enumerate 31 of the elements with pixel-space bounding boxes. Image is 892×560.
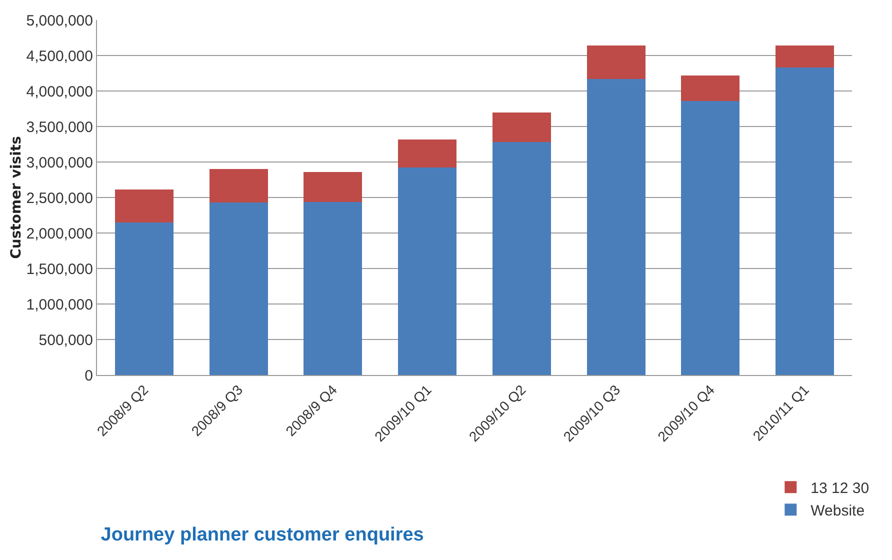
legend-label: 13 12 30 — [810, 480, 870, 497]
bar — [776, 68, 834, 375]
bar — [492, 112, 551, 142]
y-tick-label: 1,500,000 — [26, 260, 93, 278]
bar — [114, 222, 174, 375]
bar — [586, 46, 646, 79]
bar — [492, 142, 551, 375]
bar — [304, 202, 362, 375]
bar — [209, 169, 268, 202]
bar — [114, 190, 174, 222]
bar — [398, 139, 457, 168]
y-tick-label: 4,500,000 — [26, 48, 93, 65]
bar — [586, 78, 646, 375]
bar — [398, 168, 457, 375]
bar — [776, 46, 834, 68]
bar — [681, 100, 740, 375]
y-tick-label: 4,000,000 — [26, 83, 93, 100]
bar — [681, 75, 740, 101]
y-tick-label: 3,500,000 — [26, 118, 93, 136]
y-tick-label: 1,000,000 — [26, 296, 93, 314]
y-tick-label: 0 — [84, 367, 93, 384]
y-tick-label: 2,500,000 — [26, 190, 93, 207]
y-tick-label: 500,000 — [38, 332, 93, 349]
y-tick-label: 2,000,000 — [26, 225, 93, 242]
bar — [304, 172, 362, 202]
bar — [209, 202, 268, 375]
y-tick-label: 5,000,000 — [26, 12, 93, 30]
y-axis-title: Customer visits — [8, 136, 24, 259]
text: Journey planner customer enquires — [100, 524, 424, 546]
y-tick-label: 3,000,000 — [26, 154, 93, 172]
legend-label: Website — [810, 502, 865, 520]
